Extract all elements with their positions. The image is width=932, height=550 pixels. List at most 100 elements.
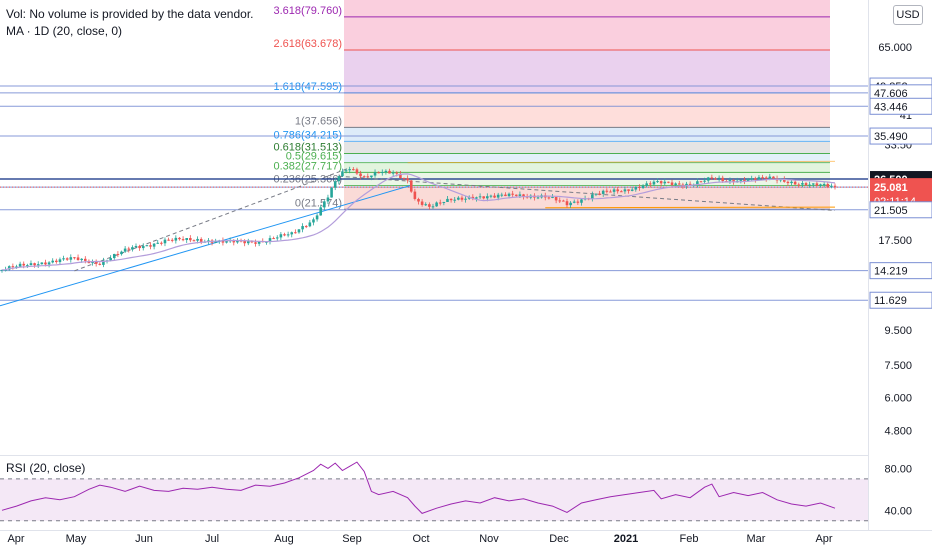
fib-zone — [344, 141, 830, 154]
candle-body — [406, 178, 409, 181]
candle-body — [163, 239, 167, 244]
candle-body — [677, 183, 681, 185]
candle-body — [417, 198, 420, 202]
candle-body — [822, 184, 826, 186]
candle-body — [250, 241, 254, 243]
time-axis-tick: Feb — [680, 533, 699, 545]
price-label-text: 14.219 — [874, 266, 908, 278]
fib-level-label: 0.786(34.215) — [274, 129, 343, 141]
trendline-support — [0, 184, 412, 307]
candle-body — [156, 242, 160, 244]
candle-body — [500, 194, 504, 196]
trendline-orange — [545, 206, 836, 209]
candle-body — [804, 183, 808, 186]
trendline-dashed — [338, 175, 836, 211]
fib-zone — [344, 153, 830, 163]
candle-body — [312, 219, 315, 223]
candle-body — [297, 229, 301, 233]
candle-body — [830, 185, 833, 187]
candle-body — [496, 194, 500, 198]
candle-body — [554, 196, 558, 201]
candle-body — [489, 195, 493, 197]
price-axis-tick: 7.500 — [884, 360, 912, 372]
candle-body — [344, 170, 348, 172]
candle-body — [123, 248, 127, 252]
candle-body — [138, 245, 141, 249]
candle-body — [641, 185, 645, 188]
time-axis-tick: Nov — [479, 533, 499, 545]
candle-body — [409, 180, 413, 192]
candle-body — [478, 196, 482, 198]
candle-body — [772, 176, 775, 179]
candle-body — [377, 172, 380, 174]
candle-body — [319, 207, 323, 216]
candle-body — [580, 199, 583, 203]
candle-body — [131, 247, 134, 250]
candle-body — [326, 197, 330, 202]
time-axis-tick: Oct — [412, 533, 429, 545]
candle-body — [51, 260, 55, 263]
candle-body — [514, 194, 518, 196]
candle-body — [189, 238, 192, 241]
candle-body — [362, 176, 366, 178]
candle-body — [598, 193, 601, 195]
candle-body — [40, 262, 44, 265]
candle-body — [551, 196, 554, 198]
candle-body — [283, 234, 286, 236]
candle-body — [424, 204, 428, 206]
candle-body — [638, 186, 641, 188]
candle-body — [294, 232, 297, 234]
candle-body — [395, 172, 399, 174]
candle-body — [475, 197, 478, 199]
candle-body — [359, 173, 362, 177]
candle-body — [685, 183, 688, 187]
candle-body — [728, 180, 732, 182]
candle-body — [102, 260, 105, 265]
candle-body — [699, 181, 703, 183]
candle-body — [257, 241, 261, 244]
candle-body — [29, 263, 33, 266]
candle-body — [254, 242, 257, 244]
candle-body — [272, 238, 275, 240]
price-label-text: 21.505 — [874, 205, 908, 217]
price-axis-tick: 4.800 — [884, 425, 912, 437]
candle-body — [670, 182, 674, 185]
candle-body — [391, 172, 395, 174]
candle-body — [754, 178, 757, 180]
candle-body — [330, 187, 333, 198]
price-label-text: 35.490 — [874, 131, 908, 143]
candle-body — [663, 181, 667, 184]
candle-body — [601, 190, 605, 194]
candle-body — [428, 204, 431, 207]
candle-body — [591, 194, 594, 199]
candle-body — [757, 177, 761, 180]
rsi-axis-tick: 80.00 — [884, 463, 912, 475]
candle-body — [536, 197, 540, 199]
candle-body — [797, 184, 801, 186]
candle-body — [268, 238, 272, 242]
candle-body — [120, 251, 123, 255]
candle-body — [493, 195, 496, 198]
candle-body — [373, 172, 377, 176]
candle-body — [315, 215, 319, 220]
fib-level-label: 3.618(79.760) — [274, 5, 343, 17]
price-label-text: 47.606 — [874, 88, 908, 100]
candle-body — [471, 196, 475, 199]
candle-body — [612, 189, 616, 192]
candle-body — [453, 199, 457, 201]
candle-body — [199, 238, 203, 242]
candle-body — [746, 178, 750, 182]
fib-level-label: 1.618(47.595) — [274, 81, 343, 93]
time-axis-tick: Jul — [205, 533, 219, 545]
candle-body — [275, 237, 279, 239]
currency-button[interactable]: USD — [893, 5, 923, 25]
candle-body — [648, 183, 652, 185]
candle-body — [674, 183, 677, 185]
price-label-tag — [869, 291, 932, 309]
candle-body — [750, 178, 753, 180]
candle-body — [225, 241, 228, 243]
trendline-orange-top — [407, 160, 836, 164]
candle-body — [435, 202, 438, 207]
candle-body — [413, 191, 417, 199]
